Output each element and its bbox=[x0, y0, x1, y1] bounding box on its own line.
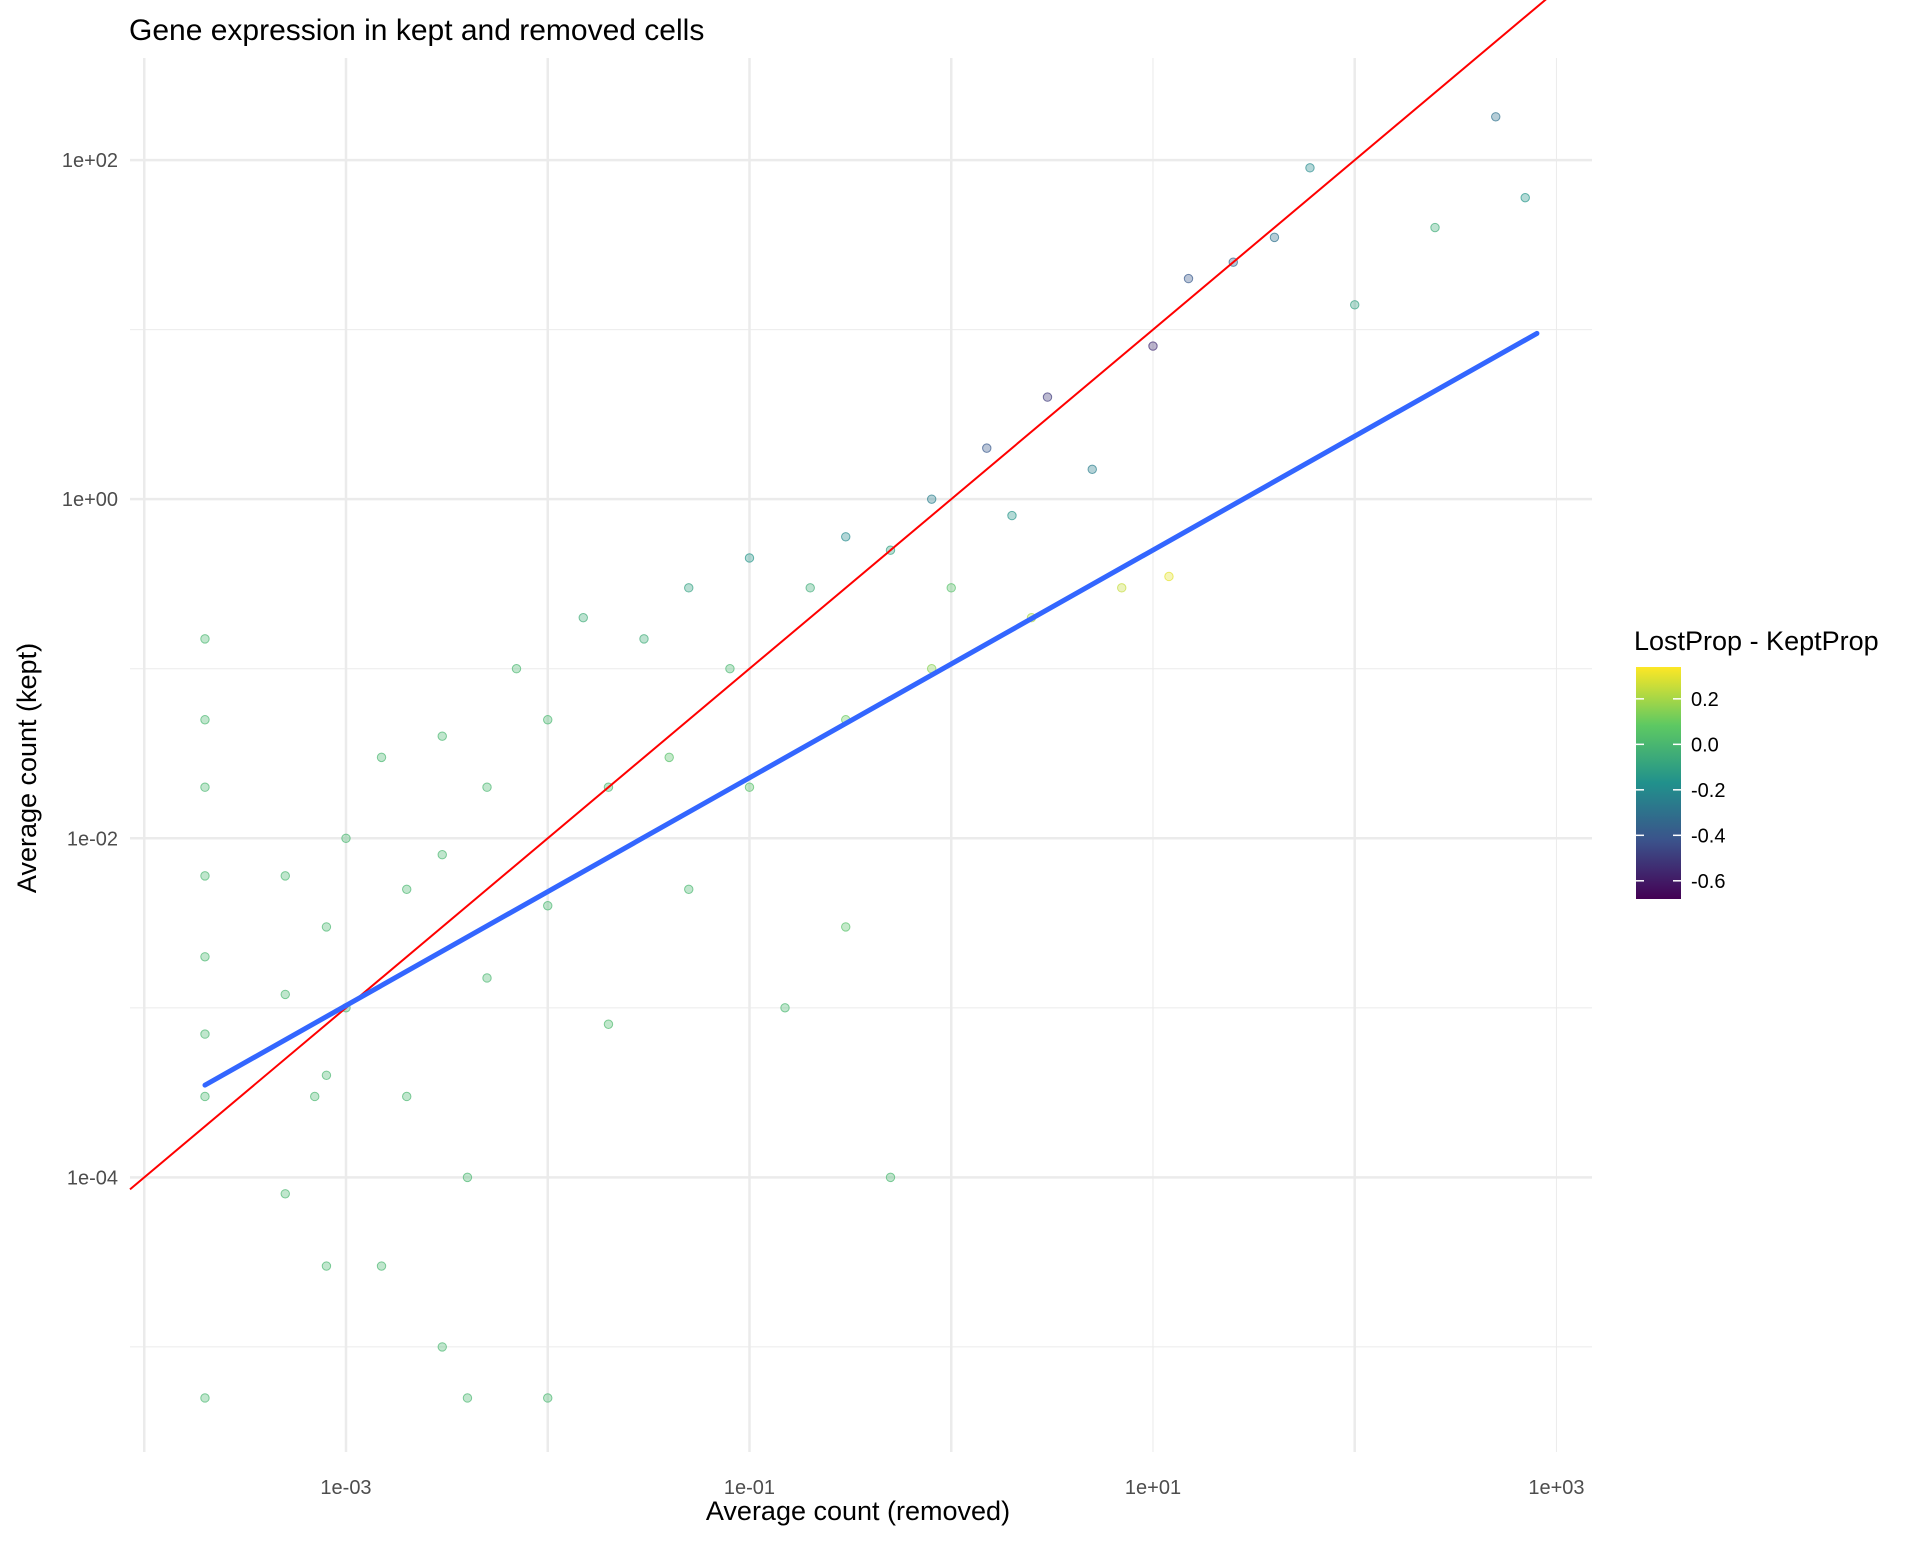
scatter-point bbox=[543, 1393, 553, 1403]
legend: LostProp - KeptProp 0.2 0.0 -0.2 -0.4 -0.6 bbox=[1634, 626, 1879, 899]
scatter-point bbox=[1350, 300, 1360, 310]
scatter-point bbox=[200, 1029, 210, 1039]
x-tick-label: 1e-03 bbox=[320, 1477, 371, 1499]
scatter-point bbox=[1491, 112, 1501, 122]
points-layer bbox=[200, 112, 1530, 1403]
x-axis-label: Average count (removed) bbox=[706, 1496, 1010, 1526]
scatter-point bbox=[1520, 192, 1530, 203]
colorbar-tick-label: 0.2 bbox=[1691, 689, 1719, 711]
scatter-point bbox=[946, 583, 956, 593]
x-tick-label: 1e-01 bbox=[724, 1477, 775, 1499]
scatter-point bbox=[482, 782, 492, 792]
lines-layer bbox=[129, 0, 1547, 1191]
scatter-point bbox=[200, 952, 210, 962]
scatter-point bbox=[885, 1172, 896, 1183]
scatter-point bbox=[725, 664, 735, 674]
scatter-point bbox=[780, 1003, 790, 1013]
scatter-point bbox=[511, 664, 522, 674]
x-tick-label: 1e+01 bbox=[1125, 1477, 1181, 1499]
scatter-point bbox=[200, 634, 210, 644]
scatter-point bbox=[200, 782, 210, 792]
grid bbox=[130, 58, 1592, 1452]
y-tick-label: 1e+02 bbox=[62, 150, 118, 172]
scatter-point bbox=[684, 583, 694, 593]
scatter-point bbox=[1430, 222, 1440, 233]
scatter-point bbox=[376, 1261, 387, 1271]
reference-line bbox=[129, 0, 1547, 1191]
colorbar-tick-label: -0.6 bbox=[1691, 871, 1725, 893]
scatter-point bbox=[376, 752, 387, 763]
scatter-point bbox=[280, 1189, 290, 1199]
scatter-point bbox=[321, 1261, 332, 1271]
scatter-point bbox=[543, 901, 553, 911]
scatter-point bbox=[664, 752, 674, 763]
scatter-point bbox=[321, 1070, 332, 1080]
colorbar-tick-label: -0.2 bbox=[1691, 780, 1725, 802]
scatter-point bbox=[1087, 464, 1097, 475]
scatter-point bbox=[462, 1172, 473, 1183]
scatter-point bbox=[1305, 163, 1315, 173]
chart-title: Gene expression in kept and removed cell… bbox=[129, 14, 704, 47]
x-tick-label: 1e+03 bbox=[1528, 1477, 1584, 1499]
fit-line bbox=[202, 330, 1540, 1088]
colorbar bbox=[1636, 667, 1681, 899]
scatter-point bbox=[684, 884, 694, 895]
scatter-point bbox=[200, 1393, 210, 1403]
scatter-point bbox=[603, 1019, 614, 1029]
scatter-point bbox=[402, 1091, 412, 1102]
scatter-point bbox=[462, 1393, 473, 1403]
scatter-point bbox=[1269, 232, 1280, 243]
scatter-point bbox=[280, 871, 290, 881]
scatter-point bbox=[1007, 510, 1017, 521]
scatter-point bbox=[926, 494, 937, 504]
scatter-point bbox=[1148, 341, 1158, 351]
scatter-point bbox=[321, 922, 332, 932]
scatter-point bbox=[744, 553, 755, 563]
y-tick-label: 1e+00 bbox=[62, 489, 118, 511]
scatter-point bbox=[482, 973, 492, 983]
scatter-point bbox=[578, 612, 588, 623]
scatter-point bbox=[982, 443, 992, 453]
scatter-point bbox=[310, 1091, 320, 1102]
scatter-point bbox=[200, 1091, 210, 1102]
scatter-point bbox=[341, 833, 351, 843]
y-axis-label: Average count (kept) bbox=[12, 643, 42, 893]
colorbar-tick-label: -0.4 bbox=[1691, 825, 1725, 847]
scatter-point bbox=[280, 989, 290, 1000]
scatter-point bbox=[1042, 392, 1053, 402]
scatter-point bbox=[639, 634, 649, 644]
scatter-point bbox=[1117, 583, 1127, 593]
y-tick-label: 1e-04 bbox=[67, 1167, 118, 1189]
scatter-point bbox=[1164, 571, 1174, 582]
scatter-point bbox=[402, 884, 412, 895]
scatter-point bbox=[437, 731, 447, 741]
scatter-point bbox=[1183, 273, 1194, 284]
scatter-point bbox=[841, 532, 851, 542]
colorbar-tick-label: 0.0 bbox=[1691, 734, 1719, 756]
scatter-point bbox=[200, 715, 210, 725]
y-tick-label: 1e-02 bbox=[67, 828, 118, 850]
scatter-point bbox=[744, 782, 755, 792]
scatter-point bbox=[437, 1342, 447, 1352]
scatter-point bbox=[841, 922, 851, 932]
scatter-point bbox=[543, 715, 553, 725]
legend-title: LostProp - KeptProp bbox=[1634, 626, 1879, 656]
scatter-point bbox=[805, 583, 815, 593]
axes: 1e-03 1e-01 1e+01 1e+03 1e-04 1e-02 1e+00 1e+02 bbox=[62, 150, 1585, 1499]
scatter-point bbox=[200, 871, 210, 881]
scatter-point bbox=[437, 850, 447, 860]
